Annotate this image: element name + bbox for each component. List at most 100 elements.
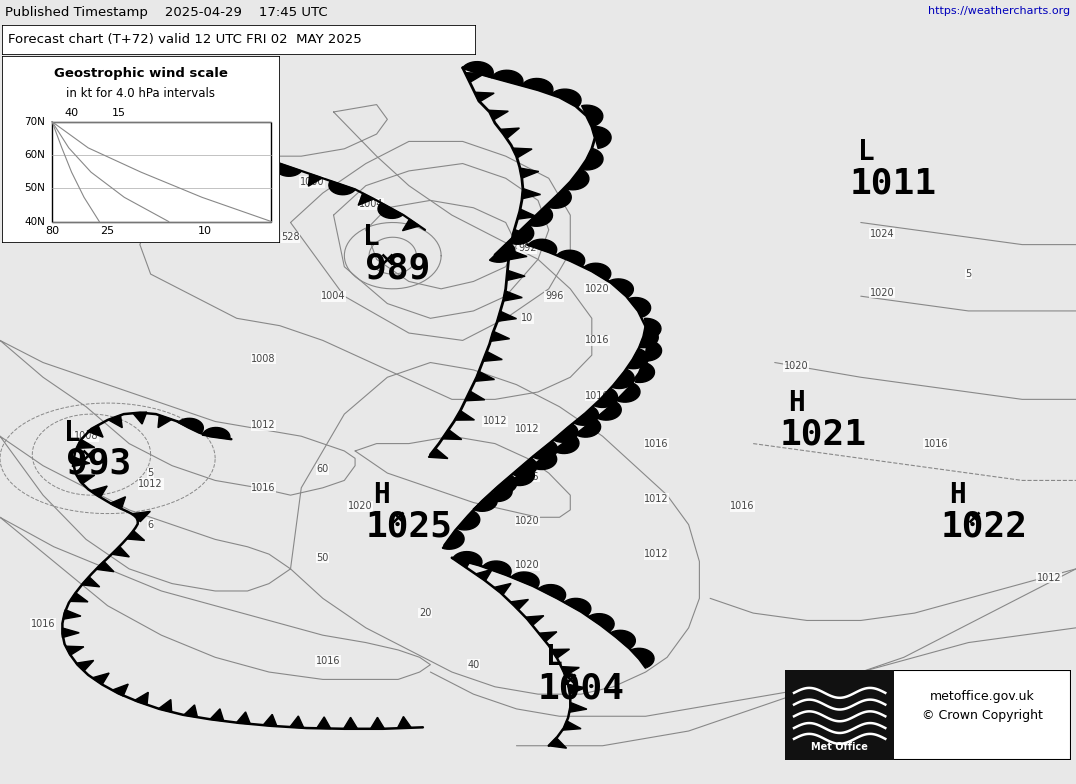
Polygon shape [564, 598, 591, 615]
Polygon shape [255, 158, 268, 169]
Polygon shape [264, 714, 277, 726]
Text: 1011: 1011 [850, 166, 936, 201]
Polygon shape [76, 660, 94, 671]
Polygon shape [522, 188, 540, 199]
Polygon shape [565, 169, 589, 190]
Polygon shape [218, 150, 245, 162]
Polygon shape [528, 239, 556, 254]
Polygon shape [500, 128, 520, 139]
Text: 1020: 1020 [784, 361, 808, 371]
Polygon shape [504, 291, 522, 301]
Polygon shape [562, 666, 579, 676]
Text: 992: 992 [518, 243, 537, 253]
Polygon shape [546, 188, 571, 209]
Polygon shape [134, 692, 148, 705]
Polygon shape [645, 318, 661, 339]
Text: 989: 989 [366, 251, 430, 285]
Polygon shape [453, 552, 482, 566]
Text: 1016: 1016 [585, 390, 609, 401]
Polygon shape [455, 411, 475, 420]
Polygon shape [508, 224, 534, 245]
Text: 1008: 1008 [74, 431, 98, 441]
Polygon shape [316, 717, 330, 728]
Text: 20: 20 [419, 608, 431, 618]
Text: 40: 40 [65, 108, 79, 118]
Polygon shape [343, 717, 357, 729]
Polygon shape [631, 648, 654, 667]
Text: L: L [63, 419, 81, 447]
Polygon shape [512, 148, 532, 158]
Text: 80: 80 [45, 226, 59, 236]
Text: 1016: 1016 [924, 438, 948, 448]
Polygon shape [178, 419, 203, 434]
Polygon shape [358, 193, 373, 205]
Polygon shape [522, 78, 553, 93]
Bar [52, 122, 271, 222]
Polygon shape [133, 412, 146, 424]
Text: 1004: 1004 [322, 291, 345, 301]
Polygon shape [72, 457, 90, 466]
Text: 1016: 1016 [515, 472, 539, 481]
Polygon shape [428, 448, 448, 459]
Polygon shape [442, 430, 462, 440]
Polygon shape [511, 600, 528, 610]
Polygon shape [402, 220, 420, 230]
Polygon shape [76, 439, 95, 448]
Text: H: H [949, 481, 966, 509]
Polygon shape [489, 111, 508, 120]
Polygon shape [563, 721, 581, 730]
Polygon shape [132, 511, 151, 521]
Text: 1020: 1020 [515, 561, 539, 570]
Text: 1012: 1012 [645, 494, 668, 504]
Polygon shape [527, 206, 552, 227]
Text: 40N: 40N [25, 216, 45, 227]
Polygon shape [309, 174, 322, 187]
Text: 528: 528 [281, 232, 300, 242]
Polygon shape [520, 168, 539, 178]
Text: 70N: 70N [25, 117, 45, 127]
Polygon shape [494, 583, 511, 594]
Text: 1020: 1020 [870, 288, 894, 297]
Text: 1016: 1016 [585, 336, 609, 346]
Polygon shape [289, 716, 303, 728]
Polygon shape [483, 561, 511, 576]
Text: 1016: 1016 [252, 483, 275, 493]
Text: 5: 5 [147, 468, 154, 478]
Text: in kt for 4.0 hPa intervals: in kt for 4.0 hPa intervals [67, 87, 215, 100]
Text: Geostrophic wind scale: Geostrophic wind scale [54, 67, 228, 80]
Polygon shape [210, 709, 224, 721]
Text: https://weathercharts.org: https://weathercharts.org [929, 6, 1071, 16]
Polygon shape [202, 427, 230, 439]
Polygon shape [569, 702, 586, 712]
Polygon shape [112, 546, 129, 557]
Polygon shape [63, 610, 81, 619]
Polygon shape [609, 279, 634, 297]
Polygon shape [553, 436, 579, 453]
Text: 1004: 1004 [359, 199, 383, 209]
Text: L: L [858, 139, 875, 166]
Text: 1012: 1012 [645, 549, 668, 559]
Text: 1016: 1016 [31, 619, 55, 629]
Polygon shape [237, 712, 251, 724]
Text: 1008: 1008 [252, 354, 275, 364]
Polygon shape [397, 717, 411, 728]
Text: 996: 996 [544, 291, 564, 301]
Polygon shape [463, 62, 493, 78]
Text: 60N: 60N [25, 150, 45, 160]
Polygon shape [82, 577, 100, 586]
Polygon shape [93, 673, 109, 684]
Text: 1021: 1021 [780, 417, 866, 451]
Polygon shape [442, 530, 464, 550]
Text: Met Office: Met Office [811, 742, 868, 753]
Polygon shape [158, 416, 172, 427]
Polygon shape [476, 372, 495, 381]
Polygon shape [509, 468, 535, 485]
Polygon shape [76, 475, 95, 484]
Text: 993: 993 [67, 446, 131, 481]
Text: 40: 40 [467, 659, 480, 670]
Text: 1025: 1025 [366, 509, 452, 543]
Polygon shape [96, 561, 114, 572]
Polygon shape [465, 391, 485, 401]
Polygon shape [533, 441, 557, 459]
Polygon shape [639, 328, 659, 347]
